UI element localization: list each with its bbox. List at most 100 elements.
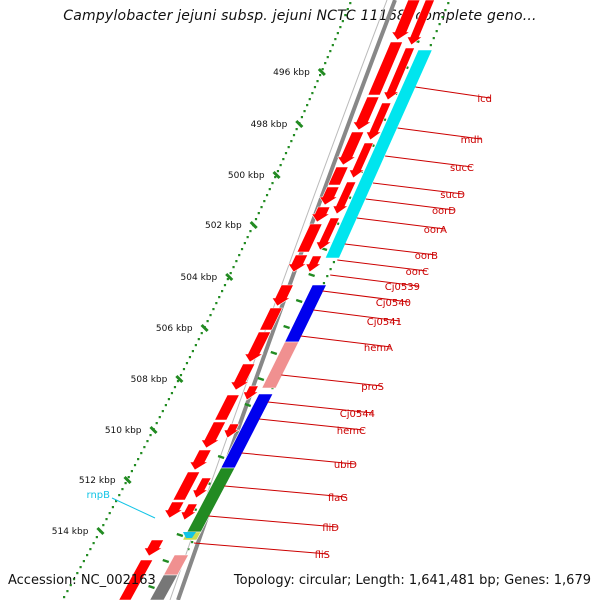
cds-arrow-inner[interactable] — [383, 47, 415, 101]
gene-label[interactable]: ubiD — [334, 460, 357, 471]
cds-arrow[interactable] — [244, 331, 272, 363]
cds-arrow-inner[interactable] — [192, 477, 212, 499]
gc-dot — [191, 350, 194, 353]
gc-dot — [263, 200, 266, 203]
minor-tick — [257, 376, 265, 382]
gc-dot-right — [187, 548, 190, 551]
gc-dot — [188, 356, 192, 359]
cds-arrow[interactable] — [259, 307, 283, 331]
kbp-tick — [249, 220, 258, 230]
cog-segment[interactable] — [163, 554, 189, 576]
cds-arrow[interactable] — [367, 41, 404, 96]
gene-label[interactable]: Cj0541 — [367, 317, 402, 328]
cds-arrow[interactable] — [327, 166, 349, 186]
cds-arrow[interactable] — [311, 206, 331, 223]
cds-arrow[interactable] — [214, 394, 240, 421]
rna-leader-line — [111, 497, 156, 519]
gc-dot — [179, 374, 183, 377]
gene-label[interactable]: proS — [361, 382, 384, 393]
gene-label[interactable]: flaG — [328, 493, 348, 504]
cds-arrow[interactable] — [230, 363, 256, 391]
cds-arrow-inner[interactable] — [180, 503, 198, 521]
cds-arrow[interactable] — [296, 223, 323, 253]
cds-arrow[interactable] — [200, 421, 227, 449]
cds-arrow[interactable] — [271, 284, 294, 307]
cds-forward-track — [118, 0, 435, 600]
gc-dot — [76, 572, 79, 575]
cds-arrow[interactable] — [287, 254, 309, 273]
cds-arrow-inner[interactable] — [406, 0, 435, 46]
gc-dot — [279, 164, 282, 167]
gene-label[interactable]: hemA — [364, 343, 393, 354]
kbp-label: 510 kbp — [105, 426, 142, 436]
gene-label[interactable]: fliS — [315, 550, 330, 561]
kbp-label: 508 kbp — [131, 375, 168, 385]
kbp-tick — [96, 526, 105, 536]
kbp-tick — [175, 374, 184, 384]
gene-label[interactable]: sucD — [440, 190, 465, 201]
leader-line — [337, 259, 428, 272]
cog-segment[interactable] — [261, 341, 300, 389]
cds-arrow-inner[interactable] — [242, 385, 260, 401]
gene-label[interactable]: fliD — [322, 523, 339, 534]
kbp-tick — [225, 272, 234, 282]
cds-arrow[interactable] — [189, 449, 212, 471]
gene-label[interactable]: oorD — [432, 206, 456, 217]
gc-dot — [111, 506, 115, 509]
gc-dot — [308, 98, 311, 101]
cds-arrow-inner[interactable] — [305, 255, 323, 273]
gene-label[interactable]: hemC — [337, 426, 366, 437]
gc-dot — [284, 152, 288, 155]
gc-dot — [238, 254, 241, 257]
gene-label[interactable]: oorB — [415, 251, 438, 262]
cds-arrow-inner[interactable] — [332, 181, 357, 215]
cog-segment[interactable] — [149, 574, 179, 600]
leader-line — [241, 452, 356, 465]
gene-label[interactable]: oorA — [424, 225, 447, 236]
gc-dot — [287, 146, 290, 149]
kbp-tick — [272, 170, 281, 180]
kbp-tick — [123, 475, 132, 485]
gene-label[interactable]: Cj0540 — [376, 298, 411, 309]
gc-dot-right — [438, 23, 441, 26]
cds-arrow[interactable] — [164, 501, 185, 519]
rna-marker[interactable] — [183, 532, 196, 538]
cog-segment[interactable] — [284, 284, 327, 343]
rna-label[interactable]: rnpB — [87, 490, 111, 501]
cds-arrow[interactable] — [172, 471, 201, 501]
gene-label[interactable]: sucC — [450, 163, 474, 174]
kbp-label: 504 kbp — [181, 273, 218, 283]
gc-dot — [265, 194, 269, 197]
gc-dot — [146, 440, 149, 443]
gc-dot — [197, 338, 200, 341]
gene-label[interactable]: mdh — [461, 135, 483, 146]
minor-tick — [244, 402, 252, 408]
gc-dot — [115, 500, 118, 503]
cds-arrow-inner[interactable] — [315, 217, 340, 251]
gene-label[interactable]: icd — [477, 94, 492, 105]
cds-arrow[interactable] — [319, 186, 340, 206]
gc-dot — [271, 182, 274, 185]
cog-segment[interactable] — [324, 49, 433, 259]
gc-dot — [346, 8, 349, 11]
cds-arrow[interactable] — [143, 539, 165, 557]
gc-dot — [246, 236, 249, 239]
gc-dot — [339, 26, 342, 29]
gc-dot — [311, 92, 314, 95]
gc-dot — [290, 140, 293, 143]
minor-tick — [148, 584, 155, 590]
gene-label[interactable]: Cj0544 — [340, 409, 375, 420]
cds-arrow[interactable] — [118, 559, 154, 600]
gene-label[interactable]: oorC — [406, 267, 429, 278]
cds-arrow[interactable] — [391, 0, 421, 41]
gc-dot — [69, 584, 72, 587]
gc-dot — [133, 464, 137, 467]
cds-arrow-inner[interactable] — [223, 423, 240, 439]
gc-dot — [331, 44, 334, 47]
cds-arrow[interactable] — [337, 131, 365, 166]
gene-label[interactable]: Cj0539 — [385, 282, 420, 293]
cds-arrow-inner[interactable] — [365, 102, 392, 141]
cds-arrow[interactable] — [352, 96, 380, 131]
cds-arrow-inner[interactable] — [348, 142, 374, 179]
